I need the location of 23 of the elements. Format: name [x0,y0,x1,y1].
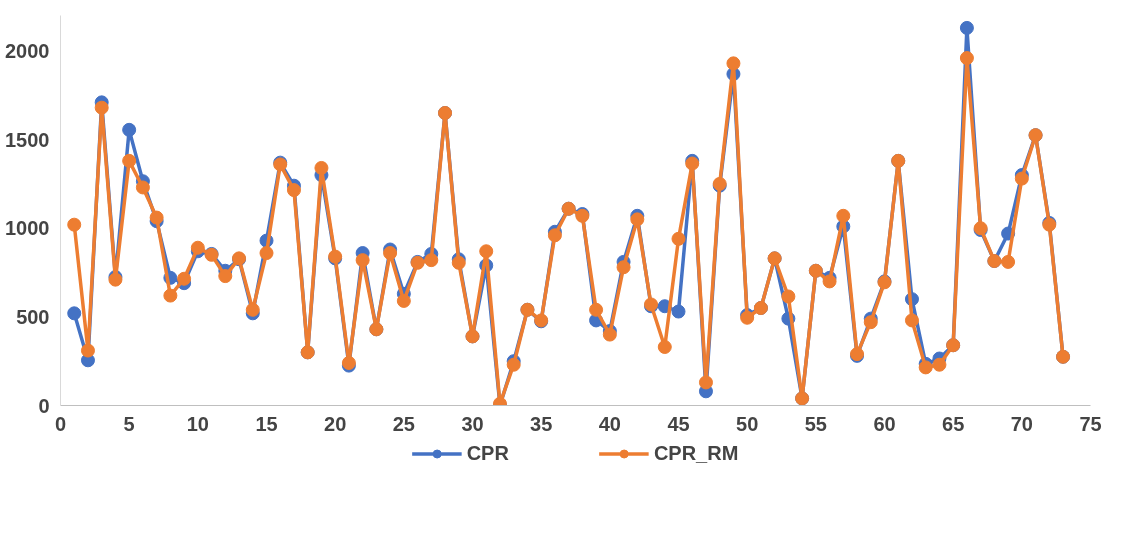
x-tick-label: 65 [942,412,965,435]
y-tick-label: 2000 [5,39,50,62]
x-tick-label: 55 [804,412,827,435]
y-tick-label: 1500 [5,128,50,151]
x-tick-label: 60 [873,412,896,435]
x-tick-label: 15 [255,412,278,435]
x-tick-label: 0 [54,412,67,435]
x-tick-label: 35 [530,412,553,435]
y-tick-label: 500 [16,305,50,328]
x-tick-label: 20 [324,412,347,435]
x-tick-label: 70 [1010,412,1033,435]
x-tick-label: 45 [667,412,690,435]
x-tick-label: 40 [598,412,621,435]
x-tick-label: 75 [1079,412,1102,435]
x-tick-label: 5 [123,412,135,435]
y-tick-label: 1000 [5,217,50,240]
y-tick-label: 0 [38,394,50,417]
legend-label: CPR_RM [653,441,739,465]
x-tick-label: 10 [186,412,209,435]
legend-label: CPR [466,441,509,465]
x-tick-label: 50 [736,412,759,435]
x-tick-label: 30 [461,412,484,435]
x-tick-label: 25 [392,412,415,435]
